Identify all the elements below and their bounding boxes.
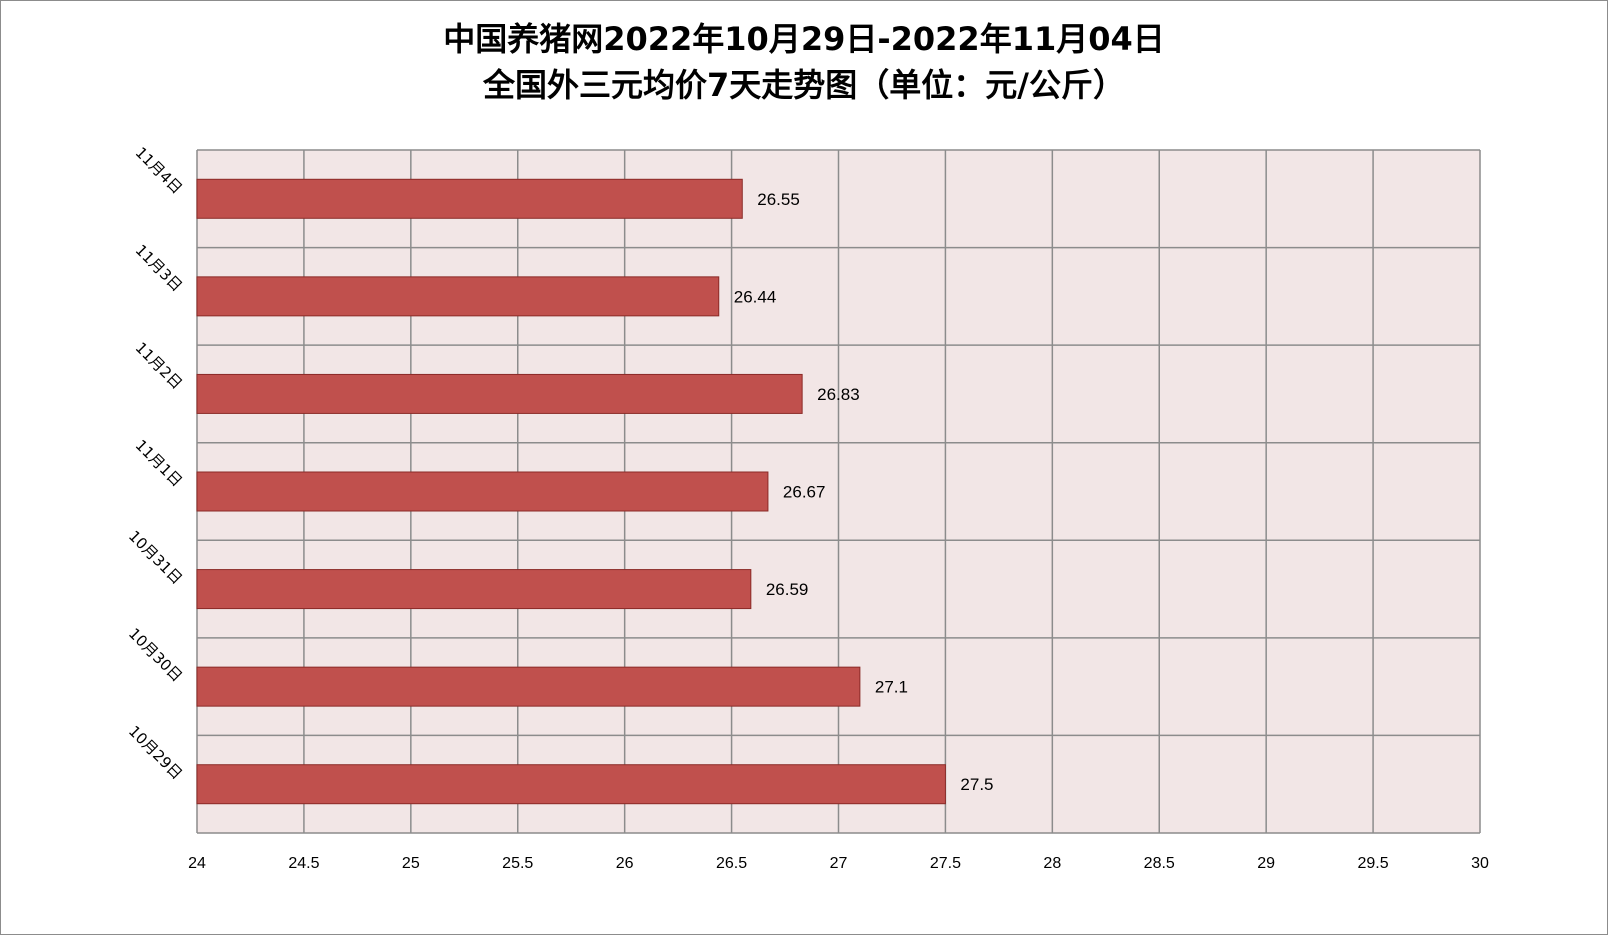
category-label-1: 11月3日 xyxy=(132,241,186,295)
bar-3 xyxy=(196,471,769,512)
category-label-6: 10月29日 xyxy=(125,722,186,783)
x-axis-tick-labels: 24 24.5 25 25.5 26 26.5 27 27.5 28 28.5 29 29.5 30 xyxy=(188,855,1489,872)
bar-1 xyxy=(196,276,720,317)
bar-6 xyxy=(196,764,946,805)
x-tick-label-8: 28 xyxy=(1043,855,1061,872)
x-tick-label-10: 29 xyxy=(1257,855,1275,872)
chart-title-line-2: 全国外三元均价7天走势图（单位：元/公斤） xyxy=(482,66,1125,104)
x-tick-label-11: 29.5 xyxy=(1358,855,1389,872)
data-label-6: 27.5 xyxy=(960,775,993,794)
category-label-0: 11月4日 xyxy=(132,143,186,197)
x-tick-label-7: 27.5 xyxy=(930,855,961,872)
bar-2 xyxy=(196,373,803,414)
x-tick-label-6: 27 xyxy=(830,855,848,872)
category-label-3: 11月1日 xyxy=(132,436,186,490)
gridlines xyxy=(196,149,1481,834)
x-tick-label-12: 30 xyxy=(1471,855,1489,872)
chart-title-line-1: 中国养猪网2022年10月29日-2022年11月04日 xyxy=(443,20,1165,58)
bar-4 xyxy=(196,569,752,610)
data-labels: 26.55 26.44 26.83 26.67 26.59 27.1 27.5 xyxy=(734,190,994,794)
category-label-2: 11月2日 xyxy=(132,339,186,393)
x-tick-label-9: 28.5 xyxy=(1144,855,1175,872)
bar-5 xyxy=(196,666,861,707)
y-axis-category-labels: 11月4日 11月3日 11月2日 11月1日 10月31日 10月30日 10月29日 xyxy=(125,143,186,783)
x-tick-label-5: 26.5 xyxy=(716,855,747,872)
data-label-2: 26.83 xyxy=(817,385,860,404)
data-label-4: 26.59 xyxy=(766,580,809,599)
x-tick-label-1: 24.5 xyxy=(288,855,319,872)
data-label-0: 26.55 xyxy=(757,190,800,209)
chart-title: 中国养猪网2022年10月29日-2022年11月04日 全国外三元均价7天走势… xyxy=(443,20,1165,104)
x-tick-label-2: 25 xyxy=(402,855,420,872)
x-tick-label-3: 25.5 xyxy=(502,855,533,872)
x-tick-label-4: 26 xyxy=(616,855,634,872)
data-label-1: 26.44 xyxy=(734,287,777,306)
bar-0 xyxy=(196,178,743,219)
category-label-5: 10月30日 xyxy=(125,625,186,686)
data-label-3: 26.67 xyxy=(783,483,826,502)
category-label-4: 10月31日 xyxy=(125,527,186,588)
x-tick-label-0: 24 xyxy=(188,855,206,872)
data-label-5: 27.1 xyxy=(875,678,908,697)
bars xyxy=(196,178,946,805)
